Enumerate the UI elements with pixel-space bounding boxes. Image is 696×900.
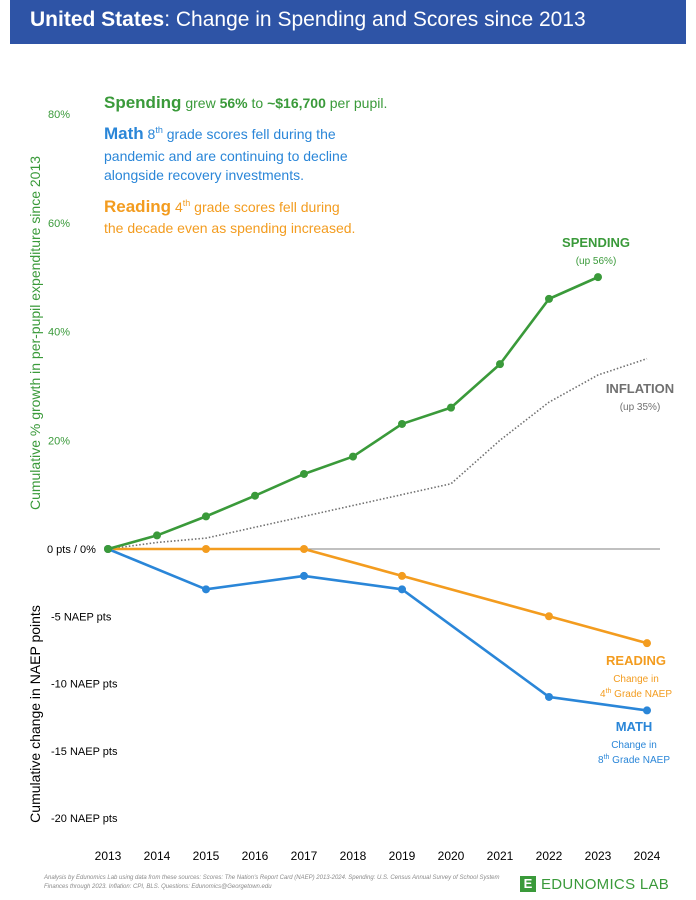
series-line-math [107,547,648,712]
data-point-reading [300,545,308,553]
data-point-spending [153,531,161,540]
bottom-axis-ticks: -5 NAEP pts -10 NAEP pts -15 NAEP pts -20 N… [51,611,118,825]
y-axis-title-spending: Cumulative % growth in per-pupil expendi… [27,156,43,510]
data-point-reading [202,545,210,553]
data-point-spending [545,294,553,303]
bottom-tick-label: -15 NAEP pts [51,746,118,758]
annotation-math-line1: Math 8th grade scores fell during the [104,124,336,143]
data-point-math [398,585,406,594]
x-tick-label: 2021 [487,849,514,863]
data-point-spending [300,469,308,478]
data-point-spending [398,419,406,428]
label-reading-sub2: 4th Grade NAEP [600,688,672,700]
data-point-math [545,692,553,701]
x-tick-label: 2017 [291,849,318,863]
label-math-sub2: 8th Grade NAEP [598,754,670,766]
data-point-reading [545,612,553,621]
x-tick-label: 2023 [585,849,612,863]
header-title-rest: : Change in Spending and Scores since 20… [164,8,586,31]
label-math-sub2-sup: th [604,754,610,761]
header-title-country: United States [30,8,165,31]
annotation-reading-grade-sup: th [183,198,191,208]
series-line-inflation [107,357,648,550]
label-inflation: INFLATION [606,381,674,396]
edunomics-logo: E EDUNOMICS LAB [520,875,669,893]
label-inflation-sub: (up 35%) [620,402,661,413]
label-math: MATH [616,719,653,734]
x-tick-label: 2013 [95,849,122,863]
annotation-reading-line2: the decade even as spending increased. [104,220,355,236]
data-point-spending [447,403,455,412]
annotation-spending-text-3: per pupil. [326,95,387,111]
x-tick-label: 2014 [144,849,171,863]
data-point-spending [349,452,357,461]
annotation-spending-amount: ~$16,700 [267,95,326,111]
annotation-math-head: Math [104,124,144,143]
series-line-reading [108,547,648,645]
x-tick-label: 2015 [193,849,220,863]
label-math-sub1: Change in [611,740,657,751]
data-point-spending [251,491,259,500]
label-spending: SPENDING [562,235,630,250]
annotation-spending-pct: 56% [220,95,249,111]
label-reading-sub2-rest: Grade NAEP [611,689,672,700]
x-tick-label: 2020 [438,849,465,863]
logo-mark-icon: E [520,876,536,892]
data-point-spending [496,360,504,369]
data-point-math [300,571,308,580]
chart-header: United States: Change in Spending and Sc… [10,0,686,44]
annotation-spending-text-1: grew [181,95,219,111]
annotation-reading-head: Reading [104,197,171,216]
label-math-sub2-rest: Grade NAEP [609,755,670,766]
x-tick-label: 2019 [389,849,416,863]
annotation-math-line3: alongside recovery investments. [104,167,304,183]
series-line-spending [107,275,599,551]
chart: Cumulative % growth in per-pupil expendi… [27,93,674,863]
data-point-spending [202,512,210,521]
label-reading-sub1: Change in [613,674,659,685]
data-point-spending [594,273,602,282]
x-axis-ticks: 2013 2014 2015 2016 2017 2018 2019 2020 2021 2022… [95,849,661,863]
x-tick-label: 2018 [340,849,367,863]
annotation-spending-text-2: to [248,95,267,111]
x-tick-label: 2022 [536,849,563,863]
footer-source-note: Analysis by Edunomics Lab using data fro… [44,875,500,890]
x-tick-label: 2024 [634,849,661,863]
data-point-reading [398,571,406,580]
annotation-spending: Spending grew 56% to ~$16,700 per pupil. [104,93,387,112]
annotation-math-line1-rest: grade scores fell during the [163,126,336,142]
annotation-reading-line1-rest: grade scores fell during [190,199,339,215]
series-layer [104,273,651,715]
label-math-sub2-num: 8 [598,755,604,766]
top-tick-label: 60% [48,218,70,230]
top-axis-ticks: 20% 40% 60% 80% [48,109,70,447]
top-tick-label: 20% [48,435,70,447]
annotation-math-grade-sup: th [155,125,163,135]
annotation-reading-line1: Reading 4th grade scores fell during [104,197,340,216]
annotation-math-line2: pandemic and are continuing to decline [104,148,348,164]
label-spending-sub: (up 56%) [576,256,617,267]
annotation-reading-grade-num: 4 [171,199,183,215]
annotation-math-grade-num: 8 [144,126,156,142]
data-point-math [202,585,210,594]
y-axis-title-naep: Cumulative change in NAEP points [27,605,43,823]
label-reading-sub2-sup: th [606,688,612,695]
top-tick-label: 40% [48,327,70,339]
top-tick-label: 80% [48,109,70,121]
x-tick-label: 2016 [242,849,269,863]
zero-tick-label: 0 pts / 0% [47,544,96,556]
data-point-reading [643,639,651,648]
label-reading: READING [606,653,666,668]
data-point-spending [104,545,112,553]
bottom-tick-label: -10 NAEP pts [51,679,118,691]
annotation-spending-head: Spending [104,93,181,112]
data-point-math [643,706,651,715]
bottom-tick-label: -20 NAEP pts [51,813,118,825]
bottom-tick-label: -5 NAEP pts [51,611,112,623]
label-reading-sub2-num: 4 [600,689,606,700]
logo-text: EDUNOMICS LAB [541,875,670,893]
